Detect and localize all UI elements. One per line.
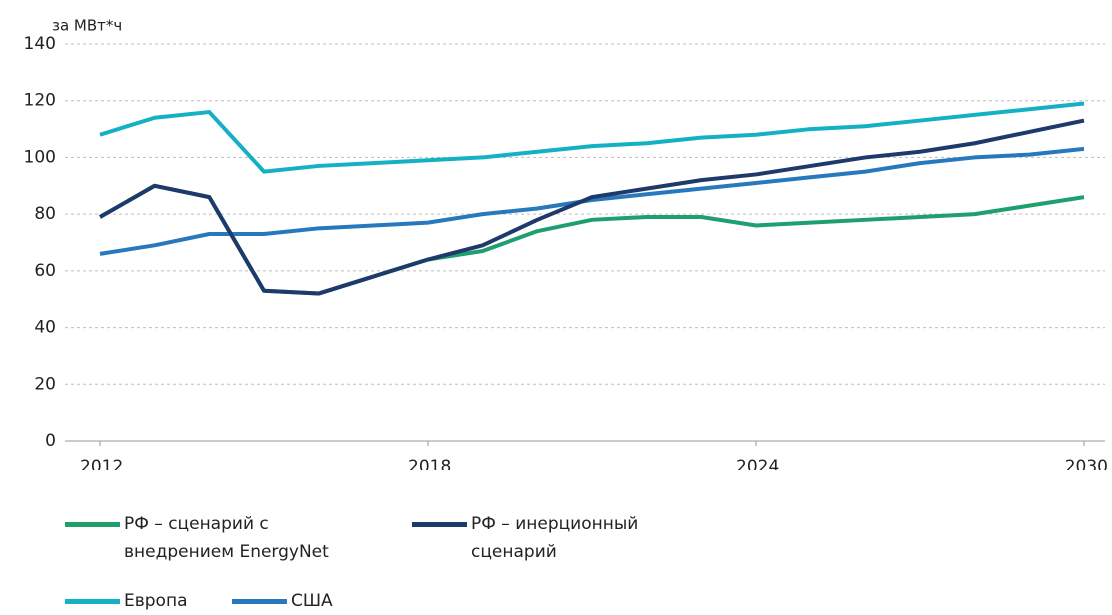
line-series (99, 118, 1085, 296)
x-tick-label: 2024 (736, 457, 779, 470)
legend-item: РФ – инерционный сценарий (412, 510, 691, 566)
y-tick-label: 140 (24, 34, 56, 54)
x-tick-label: 2030 (1065, 457, 1108, 470)
x-tick-label: 2018 (408, 457, 451, 470)
legend-item: США (232, 587, 521, 615)
legend-swatch (65, 522, 120, 527)
legend-swatch (412, 522, 467, 527)
y-tick-label: 60 (34, 261, 56, 281)
y-axis-label: за МВт*ч (52, 17, 122, 35)
legend-label: РФ – инерционный сценарий (471, 514, 639, 562)
y-tick-label: 120 (24, 91, 56, 111)
x-tick-label: 2012 (80, 457, 123, 470)
legend-item: Европа (65, 587, 354, 615)
y-tick-label: 100 (24, 147, 56, 167)
line-series (99, 101, 1085, 174)
y-tick-label: 20 (34, 374, 56, 394)
legend-swatch (65, 599, 120, 604)
chart: за МВт*ч 0 20 40 60 80 100 120 140 2012 2018 2024 2… (24, 17, 1108, 471)
y-tick-label: 80 (34, 204, 56, 224)
line-series (99, 146, 1085, 256)
legend-label: США (291, 591, 333, 611)
y-tick-label: 40 (34, 318, 56, 338)
legend-item: РФ – сценарий с внедрением EnergyNet (65, 510, 354, 566)
y-tick-label: 0 (45, 431, 56, 451)
legend-swatch (232, 599, 287, 604)
legend-label: РФ – сценарий с внедрением EnergyNet (124, 514, 329, 562)
legend-label: Европа (124, 591, 188, 611)
